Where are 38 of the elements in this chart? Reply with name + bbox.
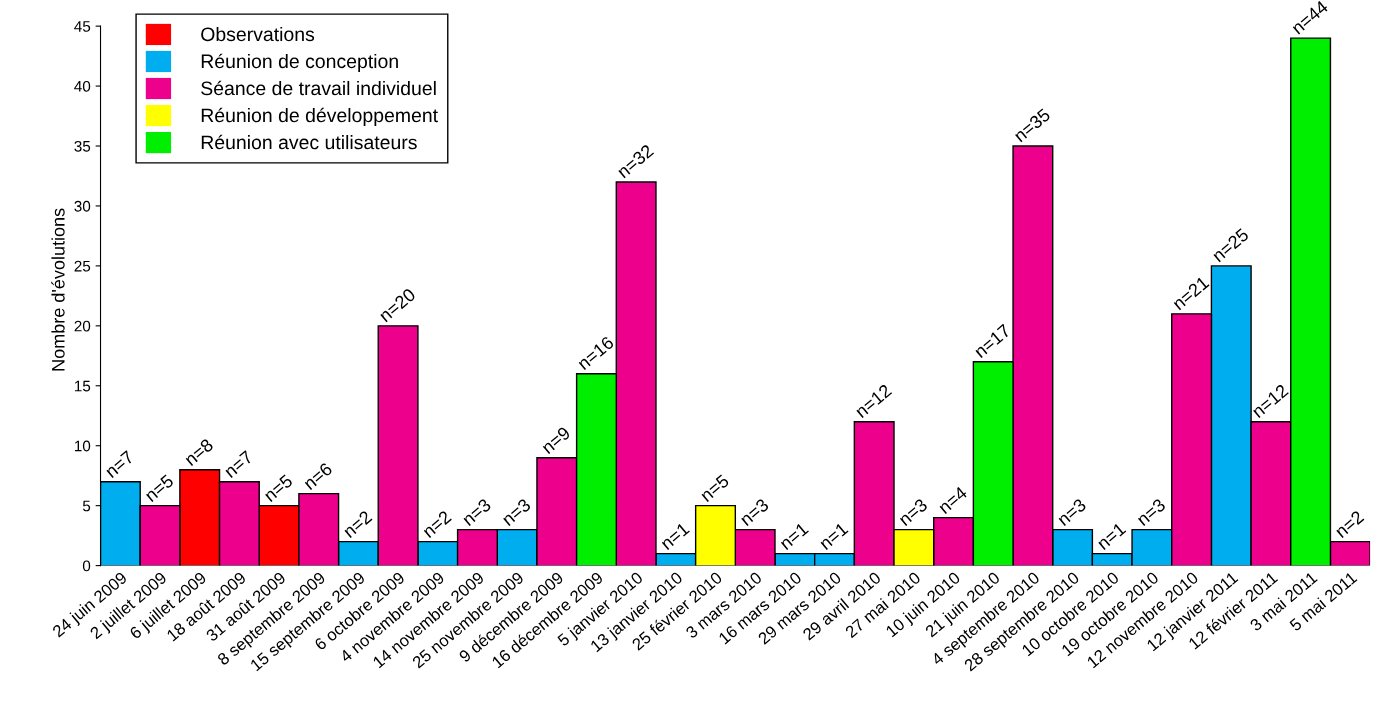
y-tick-label: 15 [74, 380, 91, 392]
data-label: n=3 [501, 497, 532, 527]
legend-label: Réunion de développement [201, 107, 438, 127]
y-axis-title: Nombre d'évolutions [51, 208, 65, 371]
data-label: n=3 [461, 497, 492, 527]
data-label: n=1 [818, 522, 849, 550]
y-tick-label: 35 [74, 140, 91, 152]
data-label: n=3 [739, 497, 770, 527]
y-tick-label: 40 [74, 80, 91, 92]
data-label: n=7 [223, 450, 254, 479]
y-tick-label: 30 [74, 200, 91, 212]
data-label: n=6 [302, 461, 333, 491]
data-label: n=3 [1056, 497, 1087, 527]
data-label: n=8 [183, 437, 214, 467]
data-label: n=9 [540, 426, 571, 455]
data-label: n=2 [1334, 509, 1365, 538]
legend-label: Séance de travail individuel [201, 80, 436, 96]
y-tick-label: 20 [74, 320, 91, 332]
y-tick-label: 45 [74, 21, 91, 32]
data-label: n=1 [1096, 522, 1127, 550]
data-label: n=3 [1135, 497, 1167, 527]
data-label: n=5 [144, 474, 175, 503]
data-label: n=5 [699, 474, 730, 503]
data-label: n=1 [660, 522, 690, 550]
legend-label: Réunion de conception [201, 53, 398, 73]
y-tick-label: 25 [74, 260, 91, 272]
data-label: n=7 [104, 450, 135, 479]
legend-label: Réunion avec utilisateurs [201, 134, 417, 150]
y-tick-label: 10 [74, 440, 91, 452]
y-tick-label: 0 [82, 560, 91, 572]
data-label: n=3 [897, 497, 929, 527]
data-label: n=4 [937, 485, 968, 515]
data-label: n=5 [263, 474, 294, 503]
legend-label: Observations [201, 26, 315, 42]
data-label: n=2 [421, 509, 452, 538]
y-tick-label: 5 [82, 500, 91, 512]
data-label: n=1 [779, 522, 809, 550]
data-label: n=2 [342, 509, 373, 538]
